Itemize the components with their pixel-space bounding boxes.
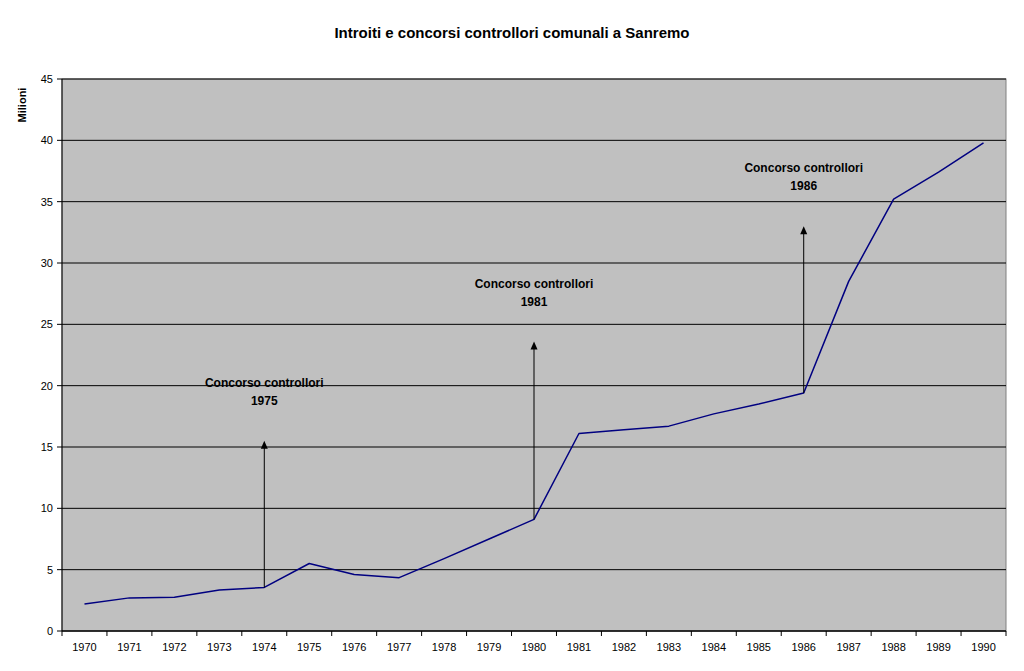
y-tick <box>57 140 62 141</box>
plot-area <box>62 79 1006 631</box>
x-tick <box>871 631 872 636</box>
x-tick <box>196 631 197 636</box>
x-tick <box>601 631 602 636</box>
x-tick <box>916 631 917 636</box>
x-tick-label: 1972 <box>162 641 186 653</box>
x-tick <box>961 631 962 636</box>
y-tick-label: 0 <box>47 625 53 637</box>
x-tick <box>556 631 557 636</box>
x-tick-label: 1975 <box>297 641 321 653</box>
annotation-arrow <box>803 232 804 393</box>
x-tick-label: 1979 <box>477 641 501 653</box>
annotation: Concorso controllori 1986 <box>744 161 863 393</box>
x-tick-label: 1973 <box>207 641 231 653</box>
y-tick <box>57 79 62 80</box>
x-tick-label: 1990 <box>971 641 995 653</box>
x-tick-label: 1981 <box>567 641 591 653</box>
y-axis <box>62 79 63 631</box>
x-tick-label: 1983 <box>657 641 681 653</box>
x-tick-label: 1971 <box>117 641 141 653</box>
x-tick <box>376 631 377 636</box>
y-tick-label: 20 <box>41 380 53 392</box>
y-tick-label: 15 <box>41 441 53 453</box>
y-tick-label: 45 <box>41 73 53 85</box>
annotation-text: Concorso controllori <box>744 161 863 175</box>
y-axis-label: Milioni <box>16 88 28 123</box>
grid-line <box>62 263 1006 264</box>
x-tick <box>241 631 242 636</box>
annotation-year: 1986 <box>790 179 817 193</box>
y-tick <box>57 569 62 570</box>
x-tick-label: 1988 <box>881 641 905 653</box>
annotation-arrow <box>264 447 265 588</box>
x-tick-label: 1980 <box>522 641 546 653</box>
annotation-arrow <box>534 348 535 520</box>
annotation: Concorso controllori 1981 <box>475 277 594 520</box>
grid-line <box>62 631 1006 632</box>
x-tick <box>691 631 692 636</box>
x-tick-label: 1986 <box>791 641 815 653</box>
grid-line <box>62 140 1006 141</box>
y-tick <box>57 385 62 386</box>
y-tick <box>57 631 62 632</box>
x-tick-label: 1978 <box>432 641 456 653</box>
x-tick-label: 1989 <box>926 641 950 653</box>
x-tick <box>331 631 332 636</box>
grid-line <box>62 201 1006 202</box>
x-tick <box>826 631 827 636</box>
x-axis <box>62 631 1006 632</box>
y-tick <box>57 324 62 325</box>
y-tick-label: 10 <box>41 502 53 514</box>
chart-root: Introiti e concorsi controllori comunali… <box>0 0 1024 671</box>
x-tick-label: 1987 <box>836 641 860 653</box>
y-tick <box>57 201 62 202</box>
grid-line <box>62 324 1006 325</box>
x-tick <box>421 631 422 636</box>
x-tick <box>511 631 512 636</box>
x-tick-label: 1976 <box>342 641 366 653</box>
x-tick <box>62 631 63 636</box>
annotation-text: Concorso controllori <box>205 376 324 390</box>
annotation-year: 1981 <box>521 295 548 309</box>
x-tick-label: 1977 <box>387 641 411 653</box>
x-tick-label: 1982 <box>612 641 636 653</box>
y-tick-label: 5 <box>47 564 53 576</box>
annotation-year: 1975 <box>251 394 278 408</box>
plot-marks <box>84 143 983 604</box>
x-tick <box>286 631 287 636</box>
x-tick <box>1006 631 1007 636</box>
chart: Introiti e concorsi controllori comunali… <box>0 0 1024 671</box>
x-tick <box>106 631 107 636</box>
grid-line <box>62 79 1006 80</box>
annotation-text: Concorso controllori <box>475 277 594 291</box>
x-tick-label: 1974 <box>252 641 276 653</box>
x-tick-label: 1985 <box>747 641 771 653</box>
x-tick <box>736 631 737 636</box>
arrow-head <box>800 226 807 234</box>
y-tick <box>57 447 62 448</box>
y-tick-label: 40 <box>41 134 53 146</box>
x-tick-label: 1970 <box>72 641 96 653</box>
grid-line <box>62 569 1006 570</box>
x-tick <box>151 631 152 636</box>
annotation: Concorso controllori 1975 <box>205 376 324 588</box>
x-tick <box>781 631 782 636</box>
y-tick <box>57 263 62 264</box>
data-line <box>84 143 983 604</box>
arrow-head <box>531 342 538 350</box>
x-tick <box>646 631 647 636</box>
title: Introiti e concorsi controllori comunali… <box>334 24 689 41</box>
y-tick-label: 30 <box>41 257 53 269</box>
y-tick-label: 25 <box>41 318 53 330</box>
x-tick <box>466 631 467 636</box>
y-tick <box>57 508 62 509</box>
arrow-head <box>261 441 268 449</box>
x-tick-label: 1984 <box>702 641 726 653</box>
y-tick-label: 35 <box>41 196 53 208</box>
